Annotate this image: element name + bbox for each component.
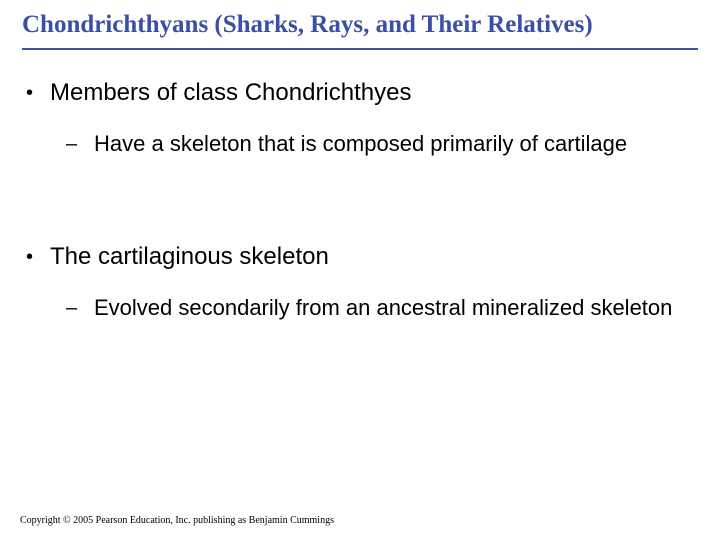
bullet-text: Have a skeleton that is composed primari… bbox=[94, 130, 627, 158]
dash-marker: – bbox=[66, 130, 94, 158]
spacer bbox=[26, 180, 698, 242]
bullet-level2: – Have a skeleton that is composed prima… bbox=[66, 130, 698, 158]
dash-marker: – bbox=[66, 294, 94, 322]
slide-body: • Members of class Chondrichthyes – Have… bbox=[22, 50, 698, 322]
bullet-text: Evolved secondarily from an ancestral mi… bbox=[94, 294, 672, 322]
bullet-text: Members of class Chondrichthyes bbox=[50, 78, 411, 108]
bullet-level2: – Evolved secondarily from an ancestral … bbox=[66, 294, 698, 322]
bullet-level1: • The cartilaginous skeleton bbox=[26, 242, 698, 272]
slide-title: Chondrichthyans (Sharks, Rays, and Their… bbox=[22, 10, 698, 46]
bullet-marker: • bbox=[26, 242, 50, 272]
slide: Chondrichthyans (Sharks, Rays, and Their… bbox=[0, 0, 720, 540]
bullet-marker: • bbox=[26, 78, 50, 108]
copyright-footer: Copyright © 2005 Pearson Education, Inc.… bbox=[20, 515, 334, 526]
bullet-level1: • Members of class Chondrichthyes bbox=[26, 78, 698, 108]
bullet-text: The cartilaginous skeleton bbox=[50, 242, 329, 272]
